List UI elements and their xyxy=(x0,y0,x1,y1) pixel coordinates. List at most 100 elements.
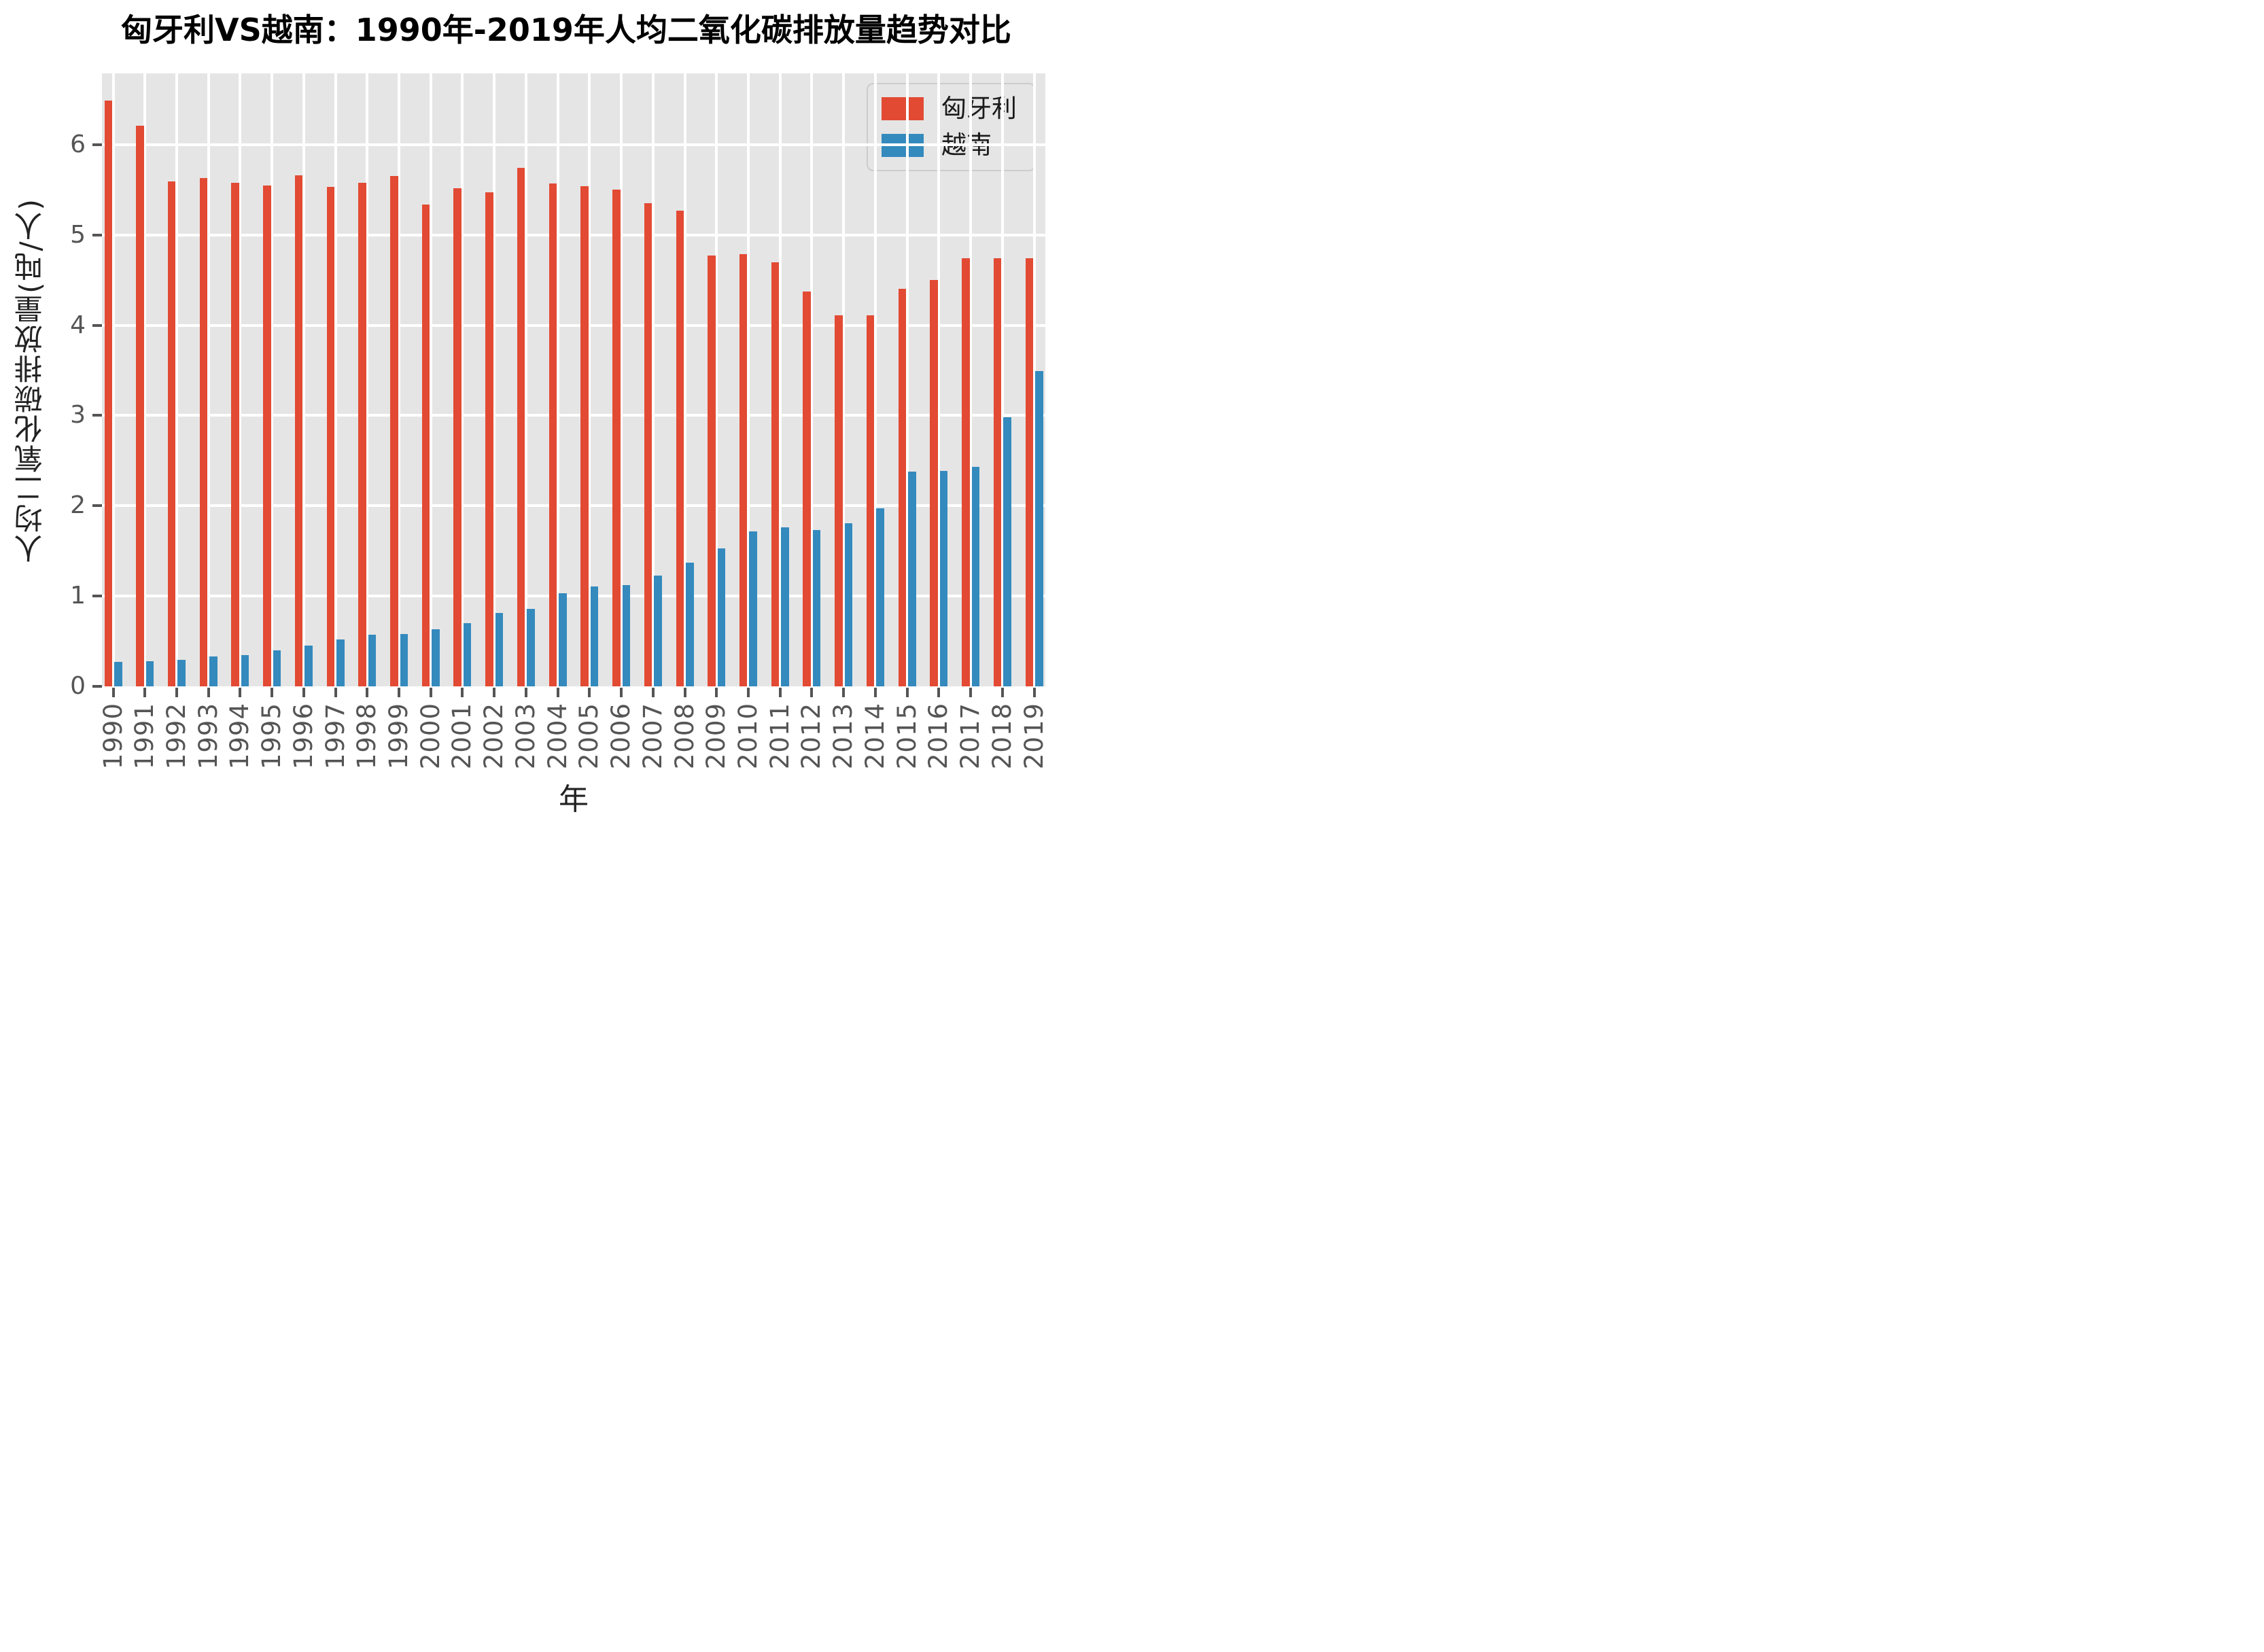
bar-hungary-1990 xyxy=(104,100,112,686)
bar-vietnam-2001 xyxy=(463,623,472,686)
x-tick-label-2008: 2008 xyxy=(669,703,699,770)
h-gridline-3 xyxy=(102,414,1045,417)
x-tick-label-2010: 2010 xyxy=(733,703,763,770)
x-tick-label-2019: 2019 xyxy=(1019,703,1049,770)
x-tick-1991 xyxy=(143,688,147,697)
bar-hungary-2006 xyxy=(612,190,621,686)
x-tick-2005 xyxy=(588,688,591,697)
x-tick-1997 xyxy=(334,688,337,697)
bar-hungary-2009 xyxy=(708,256,716,686)
bar-hungary-1994 xyxy=(231,182,239,686)
bar-hungary-2011 xyxy=(771,262,780,686)
bar-hungary-2016 xyxy=(930,280,938,686)
x-tick-2013 xyxy=(842,688,846,697)
bar-hungary-2018 xyxy=(993,258,1002,686)
bar-hungary-2001 xyxy=(453,188,461,686)
y-tick-label-1: 1 xyxy=(70,582,86,610)
bar-hungary-1993 xyxy=(199,178,208,686)
v-gridline-2013 xyxy=(842,73,846,686)
x-tick-1995 xyxy=(271,688,274,697)
y-tick-3 xyxy=(92,414,102,417)
bar-hungary-2007 xyxy=(644,203,652,686)
bar-hungary-2010 xyxy=(739,253,748,686)
x-tick-1994 xyxy=(239,688,242,697)
legend-label-hungary: 匈牙利 xyxy=(941,94,1017,123)
bar-vietnam-2017 xyxy=(971,467,980,686)
legend: 匈牙利 越南 xyxy=(867,83,1036,171)
x-tick-1998 xyxy=(366,688,369,697)
v-gridline-1995 xyxy=(271,73,274,686)
x-tick-label-2013: 2013 xyxy=(829,703,858,770)
x-tick-2006 xyxy=(620,688,623,697)
bar-vietnam-1997 xyxy=(336,639,345,686)
h-gridline-1 xyxy=(102,595,1045,598)
x-tick-label-2016: 2016 xyxy=(924,703,954,770)
v-gridline-2011 xyxy=(778,73,782,686)
bar-hungary-1998 xyxy=(358,182,366,686)
bar-hungary-1991 xyxy=(136,126,144,686)
y-tick-label-4: 4 xyxy=(70,311,86,339)
v-gridline-2009 xyxy=(715,73,718,686)
y-tick-label-0: 0 xyxy=(70,672,86,700)
y-tick-6 xyxy=(92,143,102,146)
v-gridline-2010 xyxy=(746,73,750,686)
x-tick-label-2015: 2015 xyxy=(892,703,922,770)
bar-hungary-2014 xyxy=(866,315,875,686)
x-axis-label: 年 xyxy=(559,782,589,817)
bar-vietnam-2013 xyxy=(844,523,853,686)
bar-hungary-2002 xyxy=(485,192,493,686)
bar-vietnam-2010 xyxy=(749,531,757,686)
x-tick-2009 xyxy=(715,688,718,697)
bar-hungary-2019 xyxy=(1025,258,1033,686)
x-tick-2004 xyxy=(556,688,559,697)
x-tick-label-2011: 2011 xyxy=(765,703,795,770)
bar-vietnam-1995 xyxy=(273,650,281,686)
bar-vietnam-1996 xyxy=(304,646,313,686)
v-gridline-2014 xyxy=(873,73,877,686)
x-tick-label-1995: 1995 xyxy=(257,703,287,770)
x-tick-2010 xyxy=(746,688,750,697)
x-tick-label-2005: 2005 xyxy=(574,703,604,770)
y-tick-0 xyxy=(92,685,102,688)
x-tick-label-2001: 2001 xyxy=(447,703,477,770)
bar-hungary-2013 xyxy=(835,315,843,686)
y-tick-5 xyxy=(92,233,102,236)
v-gridline-2001 xyxy=(461,73,464,686)
v-gridline-1998 xyxy=(366,73,369,686)
bar-hungary-1996 xyxy=(294,175,303,686)
h-gridline-5 xyxy=(102,233,1045,236)
bar-hungary-2005 xyxy=(580,186,589,686)
bar-vietnam-1990 xyxy=(114,662,122,686)
bar-vietnam-2004 xyxy=(559,593,567,686)
bar-vietnam-1993 xyxy=(209,656,217,686)
v-gridline-2006 xyxy=(620,73,623,686)
y-tick-label-5: 5 xyxy=(70,220,86,249)
bar-vietnam-2019 xyxy=(1035,371,1043,686)
bar-vietnam-2012 xyxy=(812,530,821,686)
x-tick-2016 xyxy=(937,688,941,697)
x-tick-1990 xyxy=(111,688,115,697)
h-gridline-6 xyxy=(102,143,1045,146)
bar-vietnam-1998 xyxy=(368,635,377,686)
v-gridline-2018 xyxy=(1000,73,1004,686)
legend-swatch-hungary xyxy=(882,97,924,120)
bar-hungary-2015 xyxy=(898,289,907,686)
x-tick-1999 xyxy=(398,688,401,697)
x-tick-label-2014: 2014 xyxy=(860,703,890,770)
v-gridline-2002 xyxy=(493,73,496,686)
chart-title: 匈牙利VS越南：1990年-2019年人均二氧化碳排放量趋势对比 xyxy=(121,12,1011,48)
x-tick-2019 xyxy=(1032,688,1036,697)
h-gridline-2 xyxy=(102,504,1045,508)
bar-hungary-1995 xyxy=(263,185,271,686)
bar-vietnam-2007 xyxy=(654,575,662,686)
x-tick-2007 xyxy=(651,688,655,697)
bar-vietnam-2009 xyxy=(717,548,726,686)
v-gridline-1996 xyxy=(302,73,305,686)
bar-vietnam-2018 xyxy=(1003,417,1011,686)
v-gridline-2015 xyxy=(905,73,909,686)
bar-hungary-1999 xyxy=(390,176,398,686)
y-tick-1 xyxy=(92,595,102,598)
bar-hungary-1992 xyxy=(167,181,176,686)
bar-hungary-2004 xyxy=(548,183,557,686)
figure: 匈牙利VS越南：1990年-2019年人均二氧化碳排放量趋势对比 人均二氧化碳排… xyxy=(0,0,1132,826)
